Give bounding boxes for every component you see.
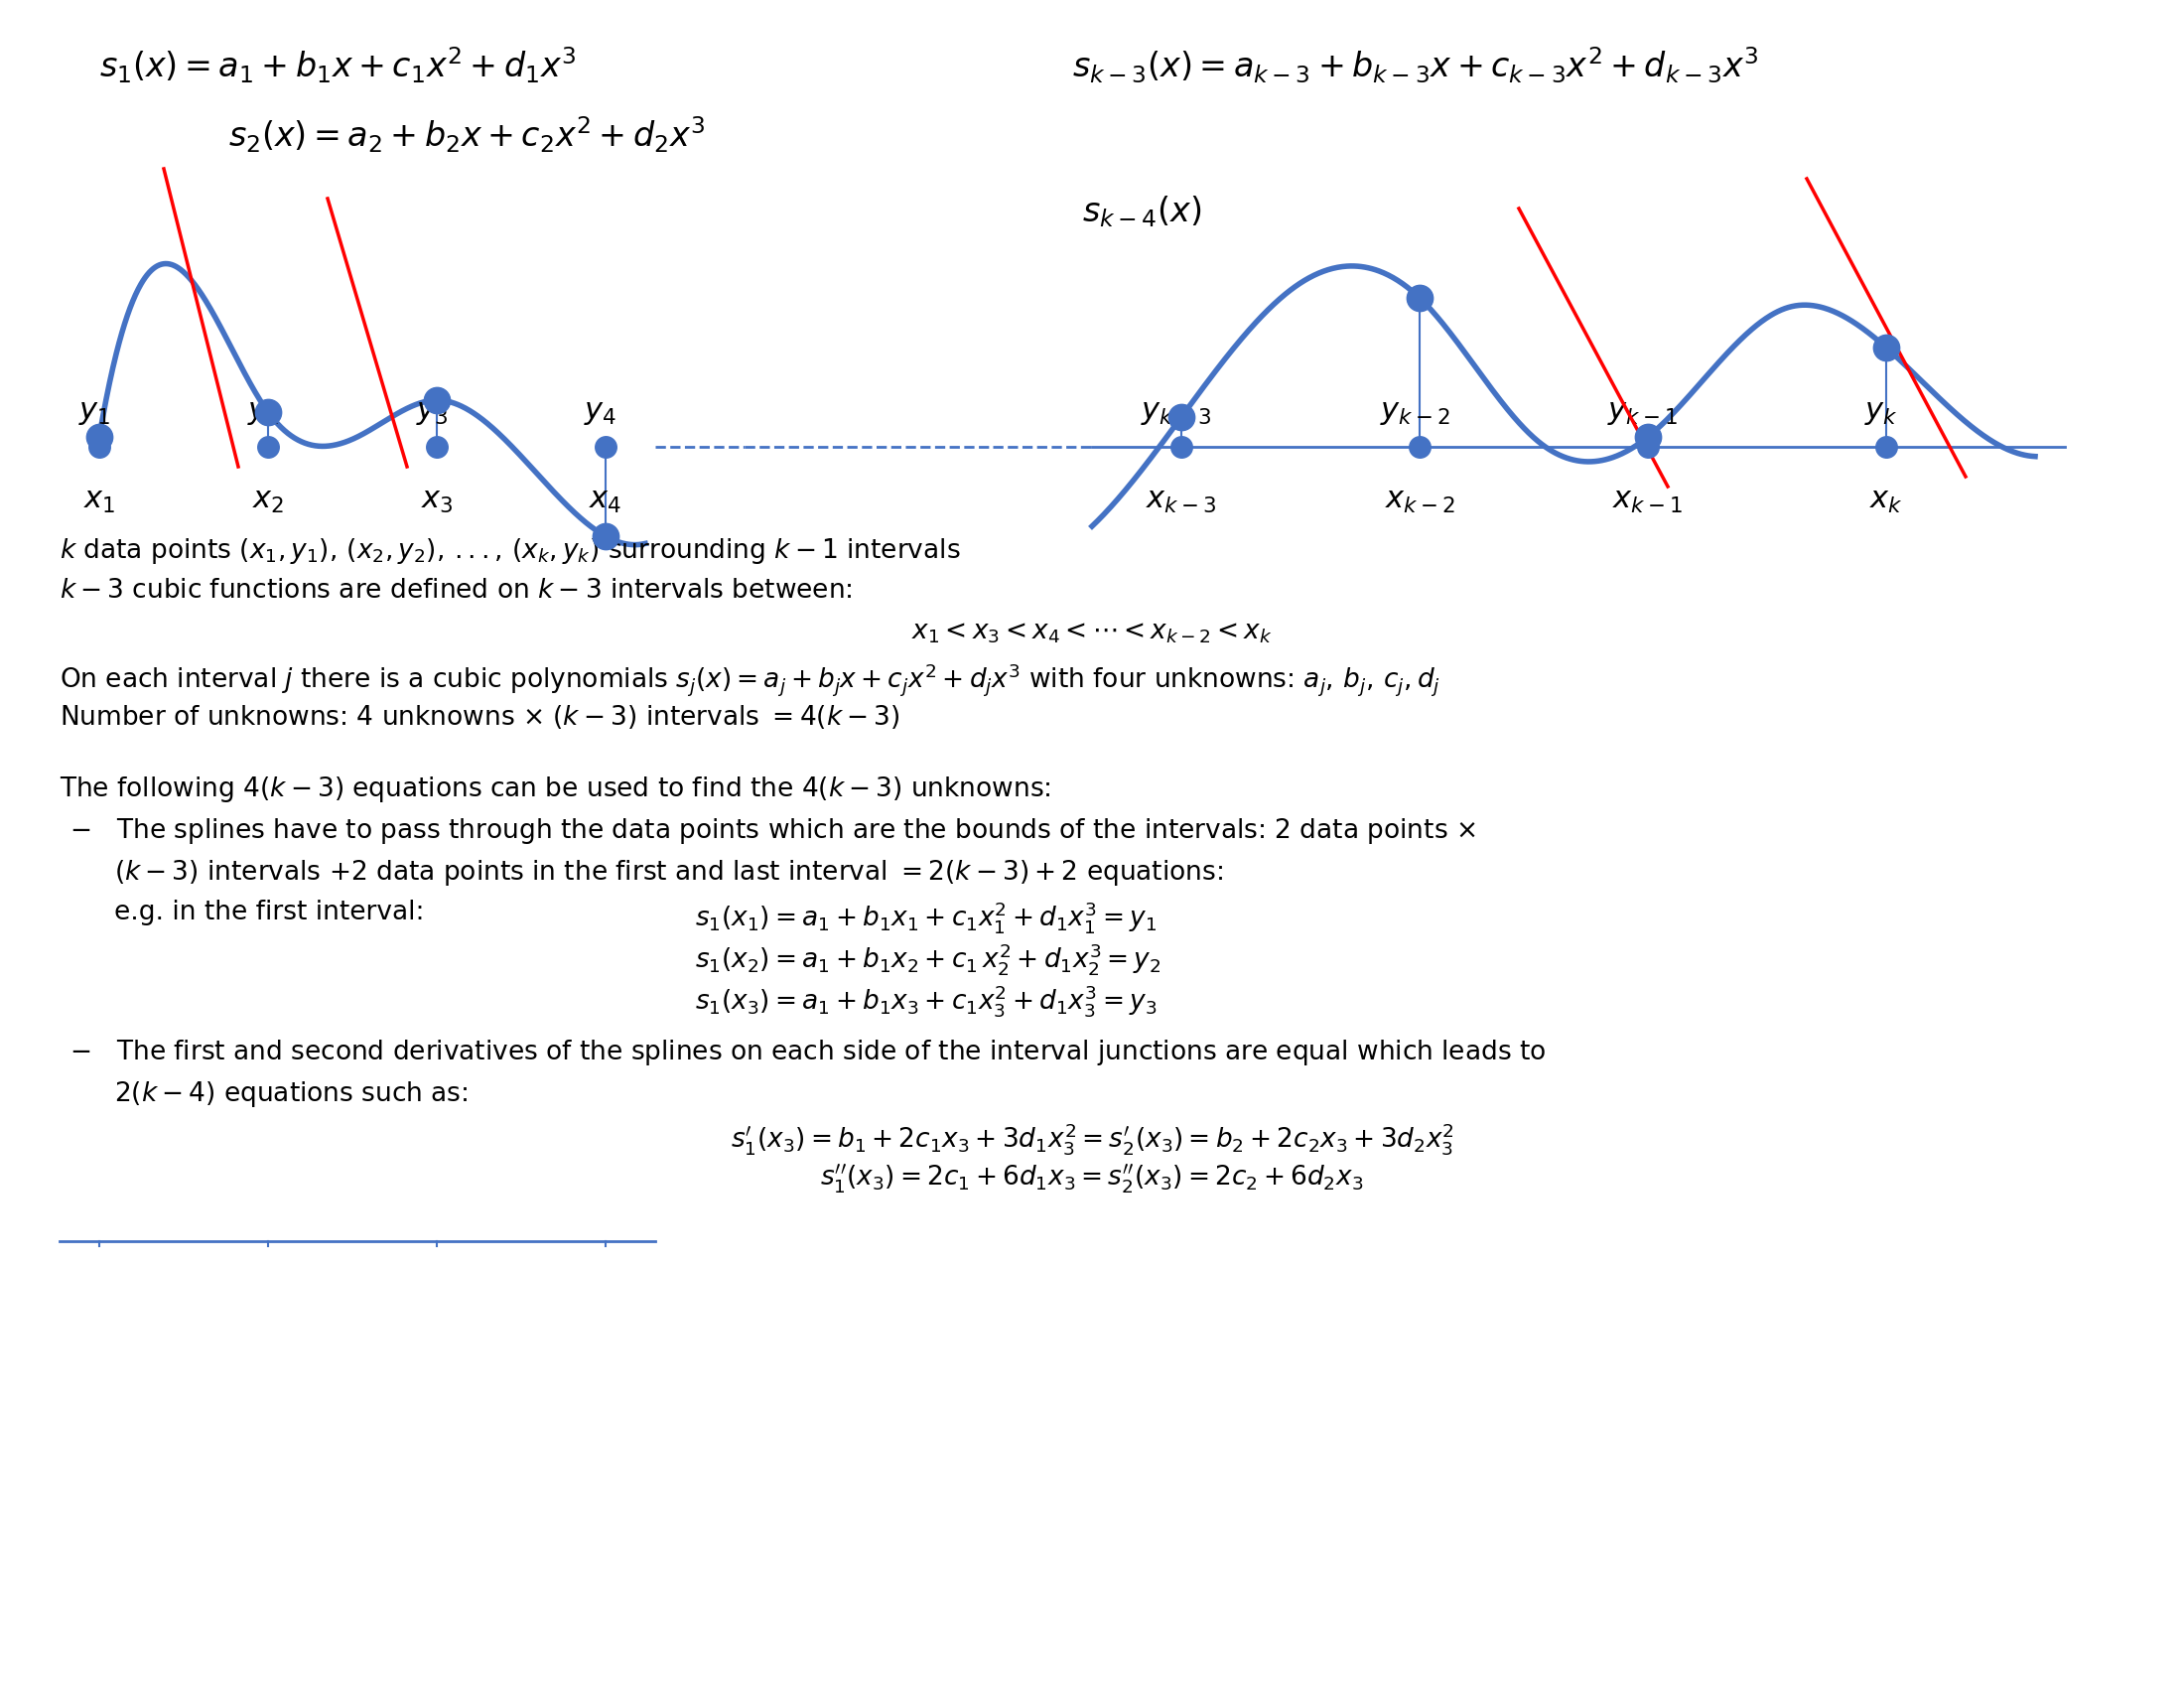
Text: $y_2$: $y_2$	[247, 398, 280, 427]
Text: $s_1(x_3) = a_1 + b_1x_3 + c_1x_3^2 + d_1x_3^3 = y_3$: $s_1(x_3) = a_1 + b_1x_3 + c_1x_3^2 + d_…	[695, 982, 1158, 1020]
Point	[1402, 284, 1437, 311]
Point	[1164, 434, 1199, 461]
Text: $s_1(x_2) = a_1 + b_1x_2 + c_1\,x_2^2 + d_1x_2^3 = y_2$: $s_1(x_2) = a_1 + b_1x_2 + c_1\,x_2^2 + …	[695, 942, 1162, 977]
Text: $x_k$: $x_k$	[1870, 486, 1902, 515]
Text: $s_1(x) = a_1 + b_1x + c_1x^2 + d_1x^3$: $s_1(x) = a_1 + b_1x + c_1x^2 + d_1x^3$	[98, 44, 577, 84]
Point	[251, 434, 286, 461]
Point	[1402, 434, 1437, 461]
Text: $x_{k-1}$: $x_{k-1}$	[1612, 486, 1684, 515]
Text: $x_{k-3}$: $x_{k-3}$	[1147, 486, 1216, 515]
Text: $k - 3$ cubic functions are defined on $k - 3$ intervals between:: $k - 3$ cubic functions are defined on $…	[59, 577, 852, 604]
Point	[1870, 434, 1904, 461]
Text: $y_{k-3}$: $y_{k-3}$	[1140, 398, 1212, 427]
Text: e.g. in the first interval:: e.g. in the first interval:	[114, 900, 424, 925]
Point	[587, 523, 622, 550]
Point	[419, 434, 454, 461]
Text: $y_4$: $y_4$	[583, 398, 618, 427]
Text: $-$   The splines have to pass through the data points which are the bounds of t: $-$ The splines have to pass through the…	[70, 817, 1476, 846]
Text: $y_k$: $y_k$	[1865, 398, 1898, 427]
Point	[81, 424, 116, 451]
Text: $s_1''(x_3) = 2c_1 + 6d_1x_3 = s_2''(x_3) = 2c_2 + 6d_2x_3$: $s_1''(x_3) = 2c_1 + 6d_1x_3 = s_2''(x_3…	[821, 1163, 1363, 1195]
Text: $s_{k-4}(x)$: $s_{k-4}(x)$	[1081, 194, 1201, 230]
Text: $y_{k-2}$: $y_{k-2}$	[1380, 398, 1450, 427]
Text: $x_{k-2}$: $x_{k-2}$	[1385, 486, 1455, 515]
Point	[81, 434, 116, 461]
Text: $s_1'(x_3) = b_1 + 2c_1x_3 + 3d_1x_3^2 = s_2'(x_3) = b_2 + 2c_2x_3 + 3d_2x_3^2$: $s_1'(x_3) = b_1 + 2c_1x_3 + 3d_1x_3^2 =…	[729, 1121, 1455, 1156]
Text: $x_1$: $x_1$	[83, 486, 116, 515]
Text: $y_1$: $y_1$	[79, 398, 111, 427]
Text: $x_3$: $x_3$	[422, 486, 452, 515]
Text: The following $4(k-3)$ equations can be used to find the $4(k-3)$ unknowns:: The following $4(k-3)$ equations can be …	[59, 775, 1051, 803]
Text: $(k - 3)$ intervals $+ 2$ data points in the first and last interval $= 2(k - 3): $(k - 3)$ intervals $+ 2$ data points in…	[114, 858, 1223, 888]
Text: $s_2(x) = a_2 + b_2x + c_2x^2 + d_2x^3$: $s_2(x) = a_2 + b_2x + c_2x^2 + d_2x^3$	[229, 115, 705, 154]
Text: $y_3$: $y_3$	[415, 398, 448, 427]
Point	[1164, 403, 1199, 430]
Text: $x_1 < x_3 < x_4 < \cdots < x_{k-2} < x_k$: $x_1 < x_3 < x_4 < \cdots < x_{k-2} < x_…	[911, 619, 1273, 645]
Text: $2(k-4)$ equations such as:: $2(k-4)$ equations such as:	[114, 1079, 467, 1109]
Point	[1870, 334, 1904, 361]
Point	[419, 387, 454, 414]
Point	[251, 398, 286, 425]
Point	[1631, 424, 1666, 451]
Text: $y_{k-1}$: $y_{k-1}$	[1607, 398, 1677, 427]
Point	[587, 434, 622, 461]
Text: $x_4$: $x_4$	[590, 486, 622, 515]
Text: $s_1(x_1) = a_1 + b_1x_1 + c_1x_1^2 + d_1x_1^3 = y_1$: $s_1(x_1) = a_1 + b_1x_1 + c_1x_1^2 + d_…	[695, 900, 1158, 935]
Text: $s_{k-3}(x) = a_{k-3} + b_{k-3}x + c_{k-3}x^2 + d_{k-3}x^3$: $s_{k-3}(x) = a_{k-3} + b_{k-3}x + c_{k-…	[1072, 44, 1758, 84]
Text: $x_2$: $x_2$	[251, 486, 284, 515]
Text: On each interval $j$ there is a cubic polynomials $s_j(x) = a_j + b_jx + c_jx^2 : On each interval $j$ there is a cubic po…	[59, 662, 1441, 697]
Text: Number of unknowns: 4 unknowns $\times$ $(k - 3)$ intervals $= 4(k - 3)$: Number of unknowns: 4 unknowns $\times$ …	[59, 702, 900, 731]
Point	[1631, 434, 1666, 461]
Text: $k$ data points $(x_1, y_1),\, (x_2, y_2),\, ...,\, (x_k, y_k)$ surrounding $k -: $k$ data points $(x_1, y_1),\, (x_2, y_2…	[59, 537, 961, 565]
Text: $-$   The first and second derivatives of the splines on each side of the interv: $-$ The first and second derivatives of …	[70, 1036, 1546, 1067]
